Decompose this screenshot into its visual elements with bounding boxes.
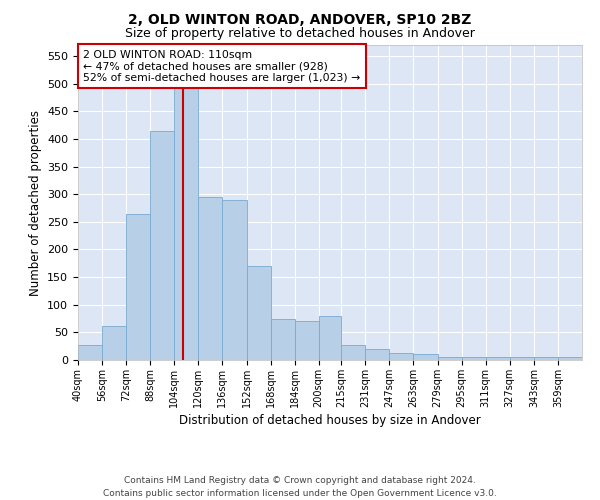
Bar [413,354,437,360]
Bar [126,214,150,360]
Bar [271,318,295,360]
Bar [247,266,271,360]
Text: 2, OLD WINTON ROAD, ANDOVER, SP10 2BZ: 2, OLD WINTON ROAD, ANDOVER, SP10 2BZ [128,12,472,26]
Bar [558,357,582,360]
Text: 2 OLD WINTON ROAD: 110sqm
← 47% of detached houses are smaller (928)
52% of semi: 2 OLD WINTON ROAD: 110sqm ← 47% of detac… [83,50,360,83]
Text: Size of property relative to detached houses in Andover: Size of property relative to detached ho… [125,28,475,40]
Bar [150,130,174,360]
Bar [389,353,413,360]
X-axis label: Distribution of detached houses by size in Andover: Distribution of detached houses by size … [179,414,481,427]
Bar [461,357,486,360]
Bar [319,316,341,360]
Bar [365,349,389,360]
Bar [174,72,199,360]
Bar [295,322,319,360]
Text: Contains HM Land Registry data © Crown copyright and database right 2024.
Contai: Contains HM Land Registry data © Crown c… [103,476,497,498]
Bar [199,197,223,360]
Bar [223,200,247,360]
Bar [102,326,126,360]
Bar [78,344,102,360]
Bar [510,357,534,360]
Bar [486,357,510,360]
Bar [437,356,461,360]
Bar [341,345,365,360]
Bar [534,357,558,360]
Y-axis label: Number of detached properties: Number of detached properties [29,110,41,296]
